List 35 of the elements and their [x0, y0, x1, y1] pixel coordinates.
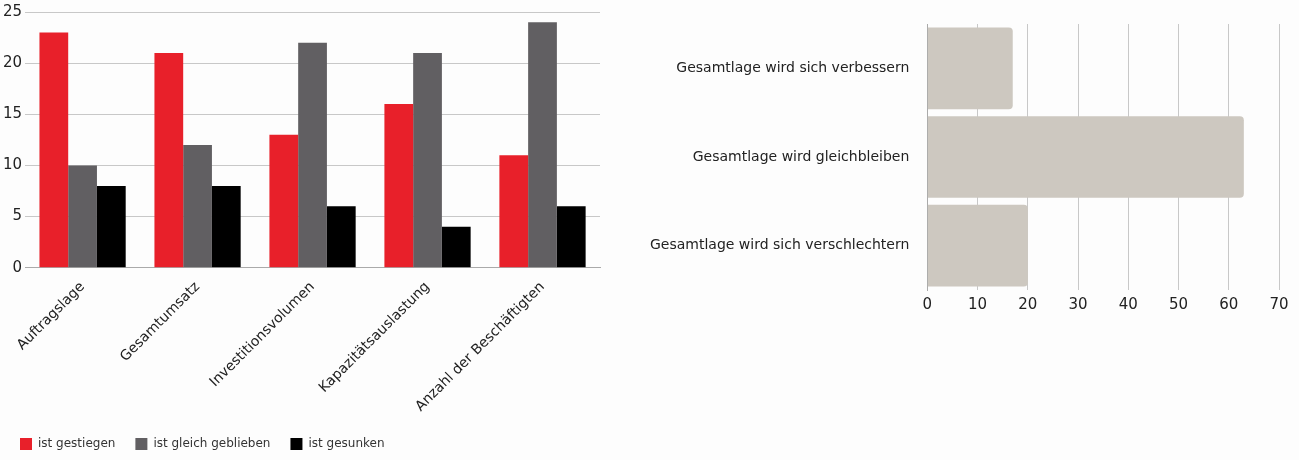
bar [269, 134, 299, 268]
x-tick-label: 10 [968, 294, 988, 313]
y-tick-label: 0 [12, 257, 23, 276]
legend-label: ist gleich geblieben [153, 436, 271, 451]
y-tick-label: Gesamtlage wird sich verbessern [676, 58, 910, 75]
y-tick-label: 20 [2, 53, 23, 72]
x-tick-label: 60 [1219, 294, 1239, 313]
x-tick-label: 50 [1168, 294, 1189, 313]
bar [39, 32, 69, 268]
bar [183, 144, 212, 268]
y-tick-label: Gesamtlage wird gleichbleiben [692, 147, 910, 164]
y-tick-label: 5 [12, 206, 23, 225]
bar [68, 165, 97, 268]
bar [441, 226, 471, 268]
bar [413, 52, 442, 268]
bar [499, 155, 529, 268]
bar [384, 104, 414, 268]
bar [528, 22, 557, 268]
bar [154, 52, 184, 268]
x-tick-label: 0 [922, 294, 933, 313]
bar [556, 206, 586, 268]
y-tick-label: Gesamtlage wird sich verschlechtern [649, 236, 910, 253]
legend-label: ist gesunken [308, 436, 385, 451]
bar [326, 206, 356, 268]
bar [96, 185, 126, 268]
bar [211, 185, 241, 268]
y-tick-label: 15 [2, 104, 23, 123]
x-tick-label: 70 [1269, 294, 1289, 313]
x-tick-label: 20 [1018, 294, 1038, 313]
legend-label: ist gestiegen [38, 436, 116, 451]
x-tick-label: 40 [1118, 294, 1138, 313]
y-tick-label: 10 [2, 155, 23, 174]
bar [298, 42, 327, 268]
x-tick-label: 30 [1068, 294, 1088, 313]
y-tick-label: 25 [2, 1, 23, 20]
